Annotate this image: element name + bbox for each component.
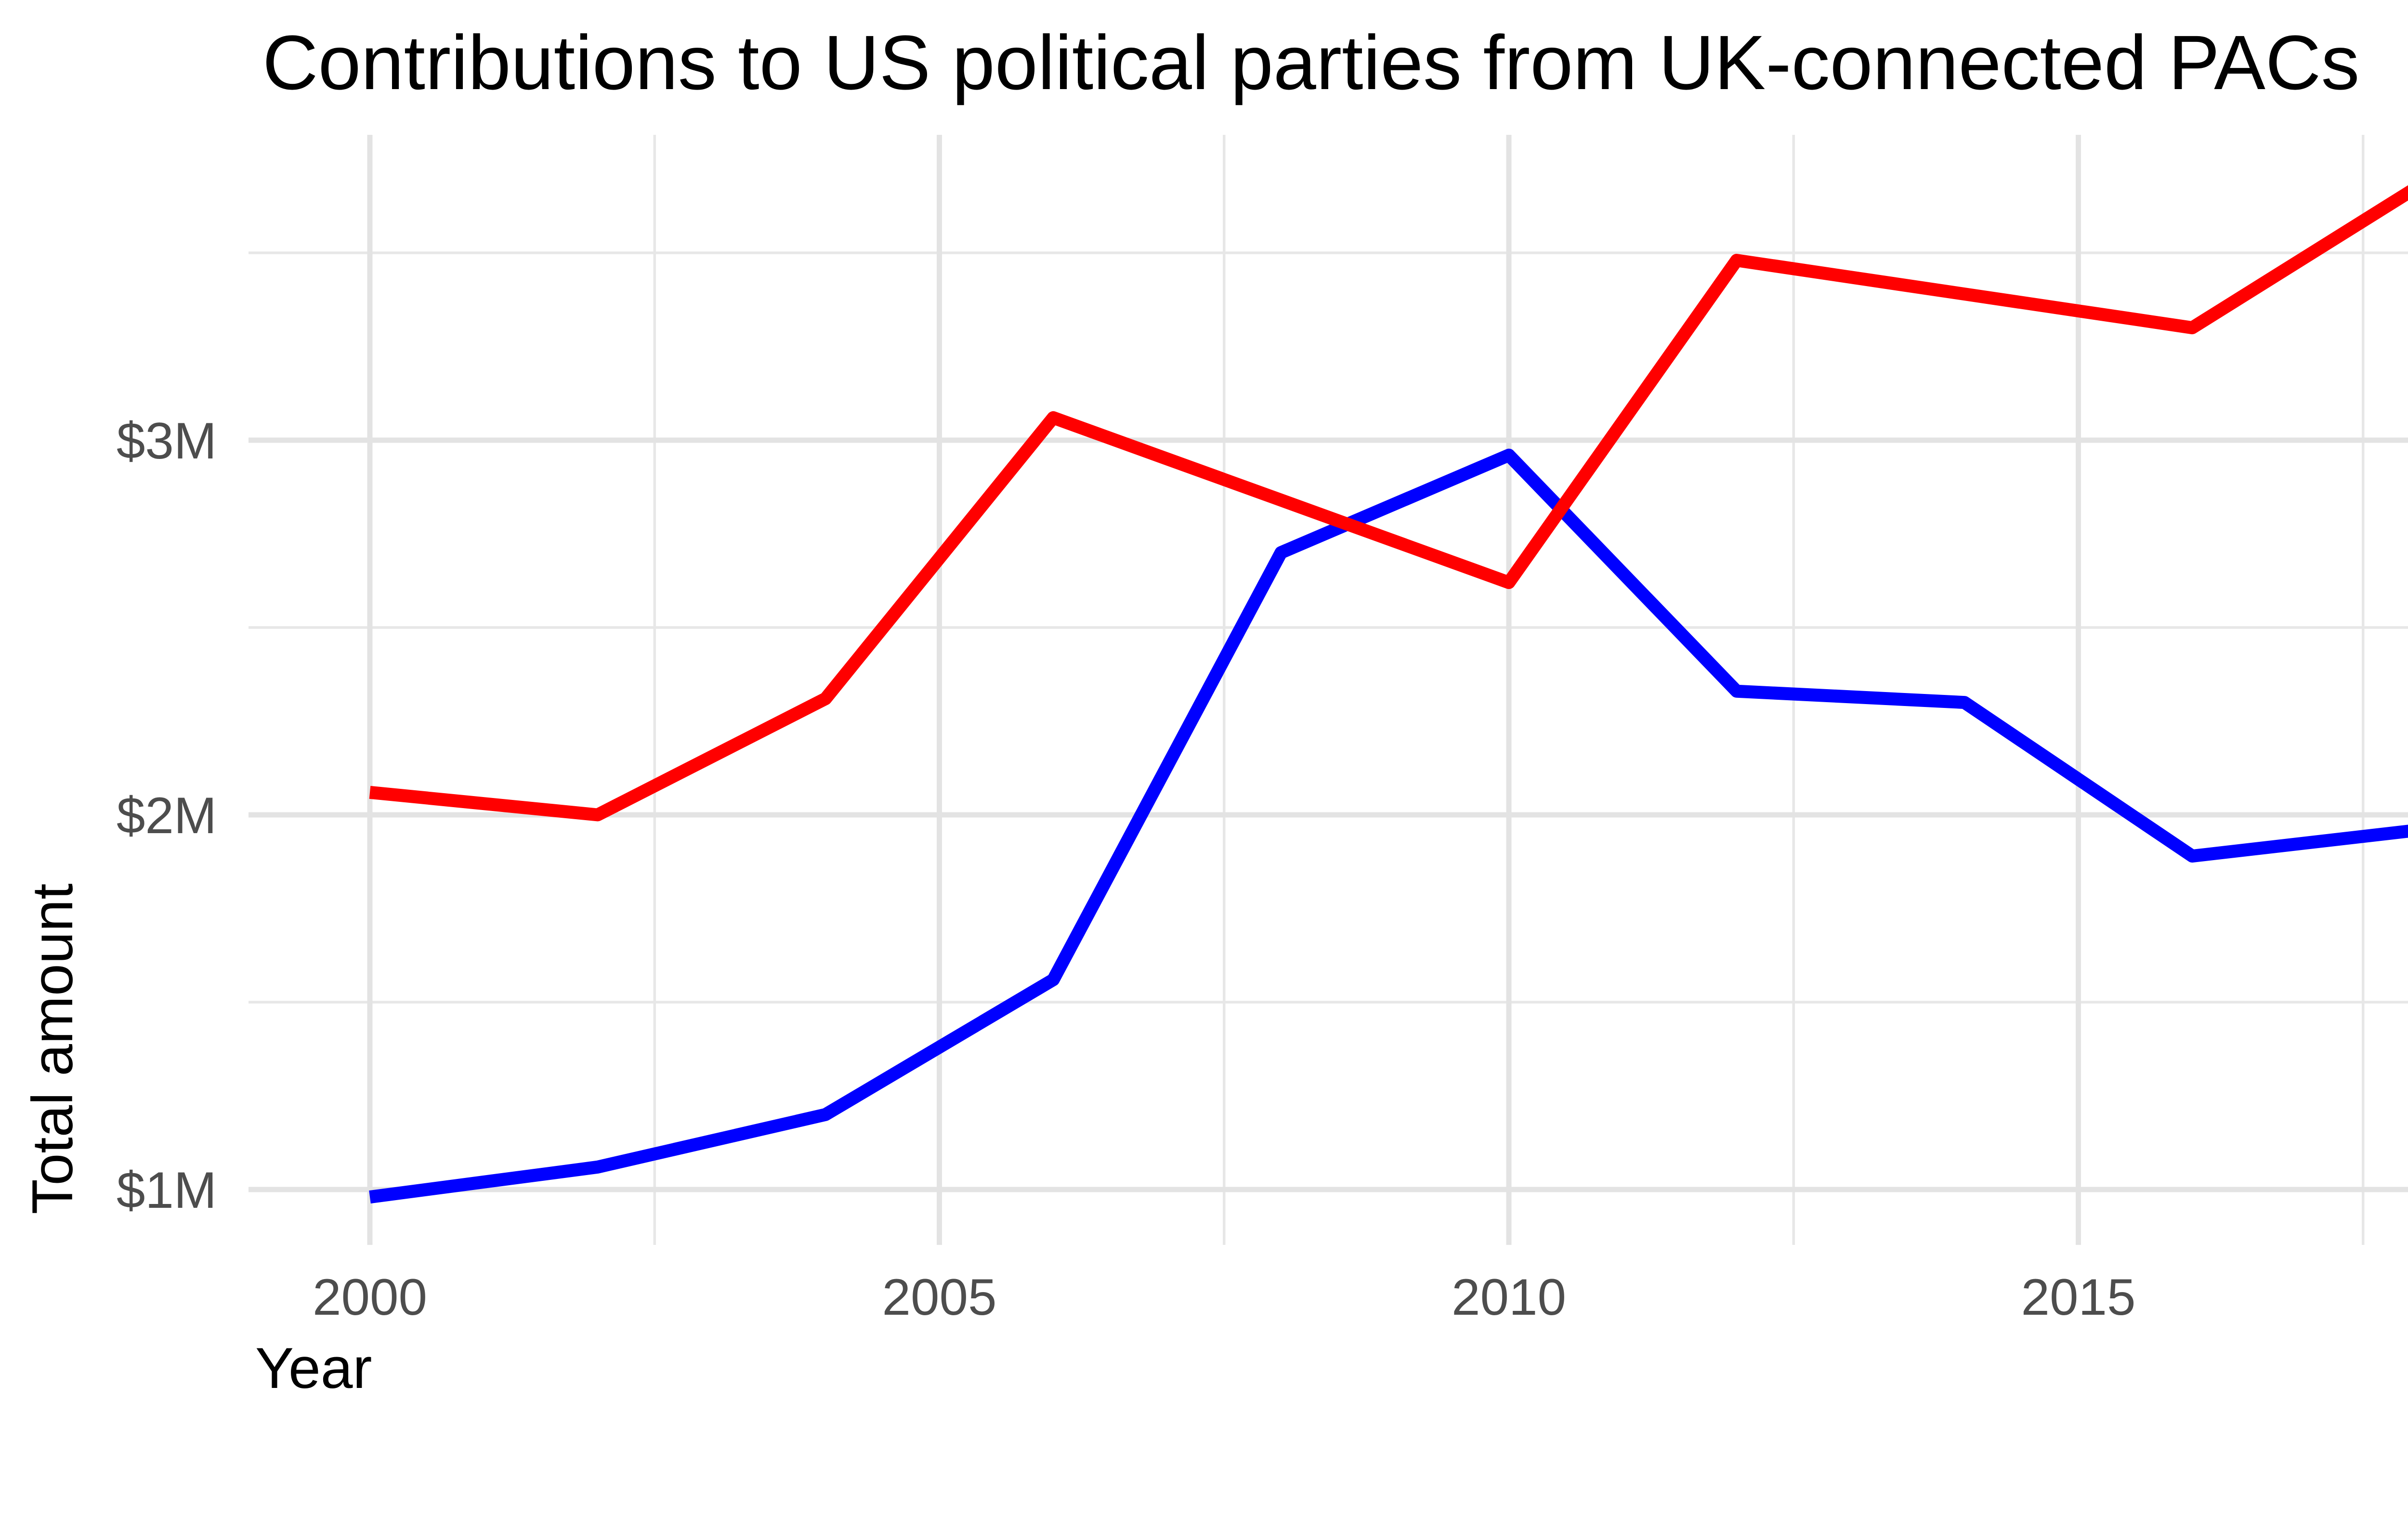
democrat-line — [369, 448, 2408, 1203]
x-tick-label: 2000 — [313, 1268, 427, 1326]
y-axis-tick-labels: $1M $2M $3M — [117, 412, 217, 1219]
x-tick-label: 2010 — [1452, 1268, 1566, 1326]
x-axis-tick-labels: 20002005201020152020 — [313, 1268, 2136, 1326]
y-tick-label: $2M — [117, 786, 217, 844]
x-tick-label: 2015 — [2021, 1268, 2135, 1326]
x-tick-label: 2005 — [882, 1268, 996, 1326]
x-axis-title: Year — [255, 1336, 372, 1400]
chart-title: Contributions to US political parties fr… — [262, 19, 2359, 105]
series-lines — [369, 185, 2408, 1203]
gridlines-major — [249, 135, 2408, 1245]
y-tick-label: $1M — [117, 1161, 217, 1219]
republican-line — [369, 185, 2408, 822]
y-axis-title: Total amount — [20, 883, 85, 1214]
y-tick-label: $3M — [117, 412, 217, 470]
